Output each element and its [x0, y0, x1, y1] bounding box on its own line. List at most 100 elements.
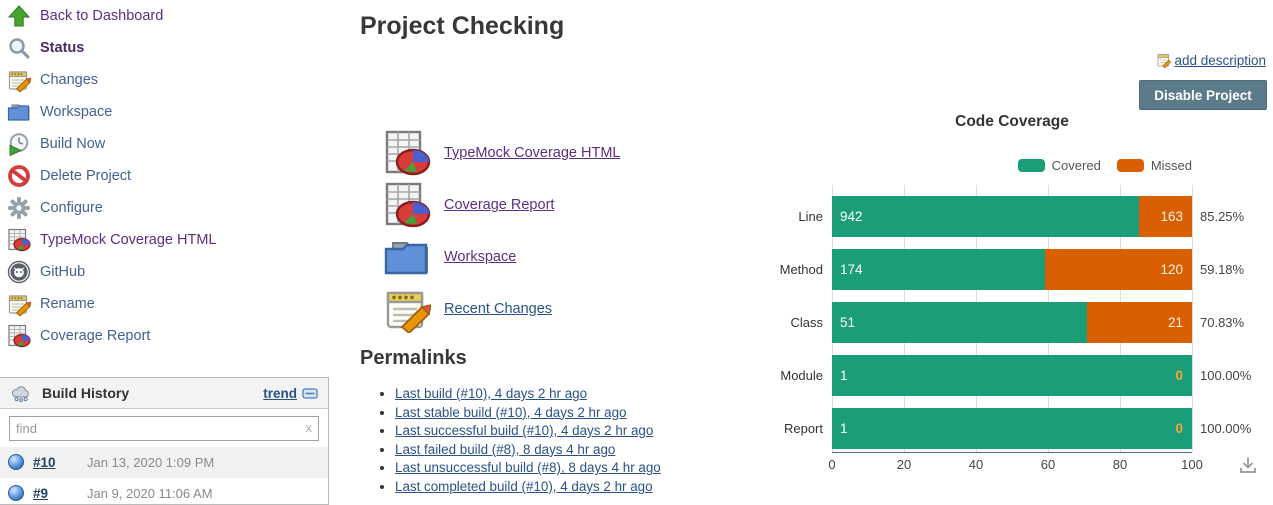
main-link-anchor[interactable]: Workspace [444, 249, 517, 265]
clear-search-icon[interactable]: x [305, 420, 313, 435]
build-date: Jan 13, 2020 1:09 PM [87, 454, 215, 470]
notepad-icon [6, 292, 32, 316]
folder-icon [6, 100, 32, 124]
chart-plot-area: 942 163 174 120 51 21 1 0 1 0 [832, 185, 1193, 453]
x-axis-tick-label: 60 [1040, 457, 1056, 472]
coverage-bar-method: 174 120 [832, 249, 1192, 290]
download-chart-icon[interactable] [1236, 454, 1260, 478]
notepad-icon [6, 68, 32, 92]
sidebar-item-coverage-report[interactable]: Coverage Report [4, 320, 334, 352]
sidebar-item-workspace[interactable]: Workspace [4, 96, 334, 128]
covered-segment [832, 408, 1192, 449]
main-link-coverage-report: Coverage Report [383, 181, 620, 229]
percent-label: 85.25% [1200, 209, 1245, 224]
main-link-recent-changes: Recent Changes [383, 285, 620, 335]
coverage-bar-class: 51 21 [832, 302, 1192, 343]
sidebar-item-label: TypeMock Coverage HTML [40, 232, 217, 248]
build-history-title: Build History [42, 385, 130, 401]
folder-icon [383, 233, 431, 281]
covered-segment [832, 355, 1192, 396]
legend-item-missed: Missed [1116, 158, 1192, 173]
sidebar-item-label: Workspace [40, 104, 113, 120]
main-link-typemock-coverage-html: TypeMock Coverage HTML [383, 129, 620, 177]
blue-ball-icon [8, 485, 24, 501]
permalink-link[interactable]: Last failed build (#8), 8 days 4 hr ago [395, 441, 616, 457]
main-link-workspace: Workspace [383, 233, 620, 281]
covered-value-label: 1 [840, 368, 848, 383]
permalink-item: Last build (#10), 4 days 2 hr ago [395, 385, 661, 404]
permalink-item: Last completed build (#10), 4 days 2 hr … [395, 478, 661, 497]
gear-icon [6, 196, 32, 220]
trend-link[interactable]: trend [263, 385, 297, 401]
no-entry-icon [6, 164, 32, 188]
permalink-link[interactable]: Last successful build (#10), 4 days 2 hr… [395, 423, 654, 439]
sidebar-item-build-now[interactable]: Build Now [4, 128, 334, 160]
raincloud-icon [10, 383, 32, 403]
sidebar-item-configure[interactable]: Configure [4, 192, 334, 224]
disable-project-button[interactable]: Disable Project [1139, 80, 1267, 110]
permalink-link[interactable]: Last stable build (#10), 4 days 2 hr ago [395, 404, 627, 420]
build-history-panel: Build History trend x #10 Jan 13, 2020 1:… [0, 377, 329, 505]
build-link[interactable]: #10 [33, 454, 56, 470]
missed-segment [1086, 302, 1192, 343]
missed-value-label: 0 [1175, 368, 1183, 383]
trend-toggle-icon[interactable] [302, 387, 318, 399]
build-history-search-input[interactable] [9, 416, 319, 441]
covered-value-label: 174 [840, 262, 863, 277]
percent-label: 70.83% [1200, 315, 1245, 330]
permalink-link[interactable]: Last completed build (#10), 4 days 2 hr … [395, 478, 653, 494]
coverage-bar-line: 942 163 [832, 196, 1192, 237]
x-axis-tick-label: 20 [896, 457, 912, 472]
legend-swatch [1116, 159, 1144, 172]
add-description-link[interactable]: add description [1174, 52, 1266, 68]
permalink-item: Last failed build (#8), 8 days 4 hr ago [395, 441, 661, 460]
sidebar-item-label: GitHub [40, 264, 86, 280]
missed-value-label: 163 [1160, 209, 1183, 224]
x-axis-tick-label: 80 [1112, 457, 1128, 472]
legend-label: Missed [1150, 158, 1192, 173]
edit-note-icon [1156, 52, 1172, 68]
main-links: TypeMock Coverage HTML Coverage Report Wor… [383, 129, 620, 337]
github-icon [6, 260, 32, 284]
report-pie-icon [6, 228, 32, 252]
build-link[interactable]: #9 [33, 485, 49, 501]
sidebar-item-delete-project[interactable]: Delete Project [4, 160, 334, 192]
report-pie-icon [6, 324, 32, 348]
x-axis-tick-label: 40 [968, 457, 984, 472]
missed-segment [1045, 249, 1192, 290]
add-description: add description [1156, 52, 1266, 68]
missed-value-label: 21 [1167, 315, 1183, 330]
build-row[interactable]: #10 Jan 13, 2020 1:09 PM [0, 447, 328, 478]
sidebar-item-typemock-coverage-html[interactable]: TypeMock Coverage HTML [4, 224, 334, 256]
sidebar-item-github[interactable]: GitHub [4, 256, 334, 288]
sidebar-item-label: Status [40, 40, 85, 56]
gridline [1192, 185, 1193, 452]
clock-play-icon [6, 132, 32, 156]
sidebar-item-label: Build Now [40, 136, 106, 152]
report-pie-icon [383, 129, 431, 177]
sidebar-item-rename[interactable]: Rename [4, 288, 334, 320]
permalink-link[interactable]: Last build (#10), 4 days 2 hr ago [395, 386, 588, 401]
category-label: Class [790, 315, 823, 330]
build-history-search: x [9, 416, 319, 441]
legend-label: Covered [1051, 158, 1101, 173]
sidebar-item-status[interactable]: Status [4, 32, 334, 64]
main-link-anchor[interactable]: TypeMock Coverage HTML [444, 145, 621, 161]
build-row[interactable]: #9 Jan 9, 2020 11:06 AM [0, 478, 328, 505]
permalink-link[interactable]: Last unsuccessful build (#8), 8 days 4 h… [395, 460, 661, 476]
main-link-anchor[interactable]: Recent Changes [444, 301, 553, 317]
x-axis-tick-label: 0 [828, 457, 836, 472]
permalinks-title: Permalinks [360, 347, 467, 369]
sidebar-item-changes[interactable]: Changes [4, 64, 334, 96]
sidebar-item-back-to-dashboard[interactable]: Back to Dashboard [4, 0, 334, 32]
missed-value-label: 120 [1160, 262, 1183, 277]
sidebar-item-label: Back to Dashboard [40, 8, 164, 24]
missed-segment [1138, 196, 1192, 237]
build-history-list: #10 Jan 13, 2020 1:09 PM #9 Jan 9, 2020 11:… [0, 447, 328, 505]
covered-value-label: 1 [840, 421, 848, 436]
page-title: Project Checking [360, 12, 565, 40]
covered-segment [832, 249, 1046, 290]
main-link-anchor[interactable]: Coverage Report [444, 197, 555, 213]
